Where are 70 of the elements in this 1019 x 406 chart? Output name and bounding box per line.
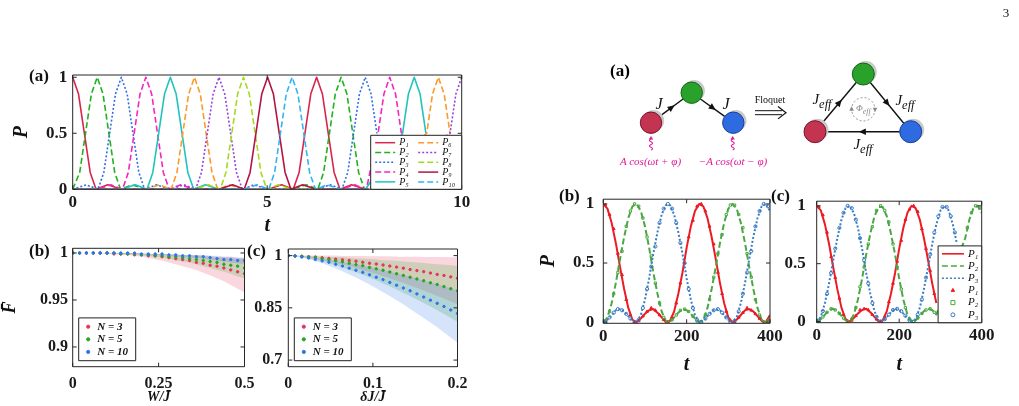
text: J <box>655 95 663 112</box>
x-tick-label: 0.5 <box>234 373 255 391</box>
x-tick-label: 0 <box>812 325 821 345</box>
y-tick-label: 1 <box>797 195 806 215</box>
y-tick-label: 0.85 <box>254 297 283 315</box>
text: J <box>722 95 730 112</box>
x-tick-label: 400 <box>757 325 783 345</box>
y-axis-title: P <box>9 125 32 140</box>
legend-label: N = 3 <box>311 319 339 332</box>
legend-label: P₂ <box>966 295 979 308</box>
legend-label: P₃ <box>966 271 979 284</box>
y-tick-label: 0 <box>58 178 68 198</box>
text: 3 <box>1002 4 1010 20</box>
legend-label: P₁ <box>966 283 979 296</box>
y-tick-label: 1 <box>58 66 68 86</box>
x-tick-label: 200 <box>673 325 700 345</box>
y-tick-label: 0.5 <box>45 122 68 142</box>
y-tick-label: 0.95 <box>40 290 68 308</box>
text: (a) <box>610 60 630 80</box>
y-axis-title: P <box>536 254 559 269</box>
legend-label: P₈ <box>441 155 453 167</box>
x-tick-label: 0.25 <box>144 373 173 391</box>
x-tick-label: 400 <box>968 325 995 345</box>
text: J$_{eff}$ <box>812 90 832 111</box>
legend-label: N = 10 <box>96 344 129 357</box>
x-axis-title: δJ/J̄ <box>360 389 387 405</box>
y-tick-label: 0 <box>797 310 806 330</box>
chart-title: (b) <box>559 186 580 206</box>
x-tick-label: 0.2 <box>447 373 468 391</box>
y-tick-label: 1 <box>585 193 595 213</box>
y-tick-label: 0.5 <box>573 252 595 272</box>
legend-label: P₂ <box>398 146 410 158</box>
text: −A cos(ωt − φ) <box>698 154 768 167</box>
text: J$_{eff}$ <box>853 135 873 156</box>
legend-label: N = 3 <box>96 319 123 332</box>
chart-title: (c) <box>247 241 266 261</box>
legend-label: P₆ <box>441 136 453 148</box>
y-axis-title: F̄ <box>0 301 20 315</box>
chart-title: (b) <box>29 241 50 261</box>
text: J$_{eff}$ <box>895 91 915 112</box>
legend-label: P₁ <box>966 246 979 259</box>
legend-label: N = 10 <box>311 344 345 357</box>
legend-label: P₁₀ <box>441 175 456 187</box>
text: A cos(ωt + φ) <box>619 154 682 167</box>
y-tick-label: 0.9 <box>48 337 68 355</box>
x-axis-title: t <box>683 352 691 375</box>
y-tick-label: 1 <box>60 243 68 261</box>
x-tick-label: 0.1 <box>362 373 383 391</box>
chart-title: (c) <box>771 186 790 206</box>
y-tick-label: 0.5 <box>784 253 806 273</box>
text: Floquet <box>754 94 786 105</box>
legend-label: N = 5 <box>311 332 339 345</box>
x-axis-title: W/J̄ <box>146 389 172 405</box>
y-tick-label: 1 <box>274 245 283 263</box>
text: Φ$_{eff}$ <box>856 103 871 117</box>
x-axis-title: t <box>896 352 904 375</box>
legend-label: P₁ <box>398 136 409 148</box>
x-tick-label: 200 <box>886 325 912 345</box>
legend-label: P₇ <box>441 146 453 158</box>
legend-label: P₂ <box>966 258 979 271</box>
y-tick-label: 0.7 <box>262 350 283 368</box>
legend-label: P₅ <box>398 175 410 187</box>
x-tick-label: 10 <box>453 192 471 212</box>
legend-label: N = 5 <box>96 332 123 345</box>
x-tick-label: 0 <box>599 325 608 345</box>
legend-label: P₃ <box>966 307 979 320</box>
y-tick-label: 0 <box>585 311 595 331</box>
x-axis-title: t <box>264 213 272 236</box>
chart-title: (a) <box>29 66 49 86</box>
x-tick-label: 5 <box>262 192 272 212</box>
